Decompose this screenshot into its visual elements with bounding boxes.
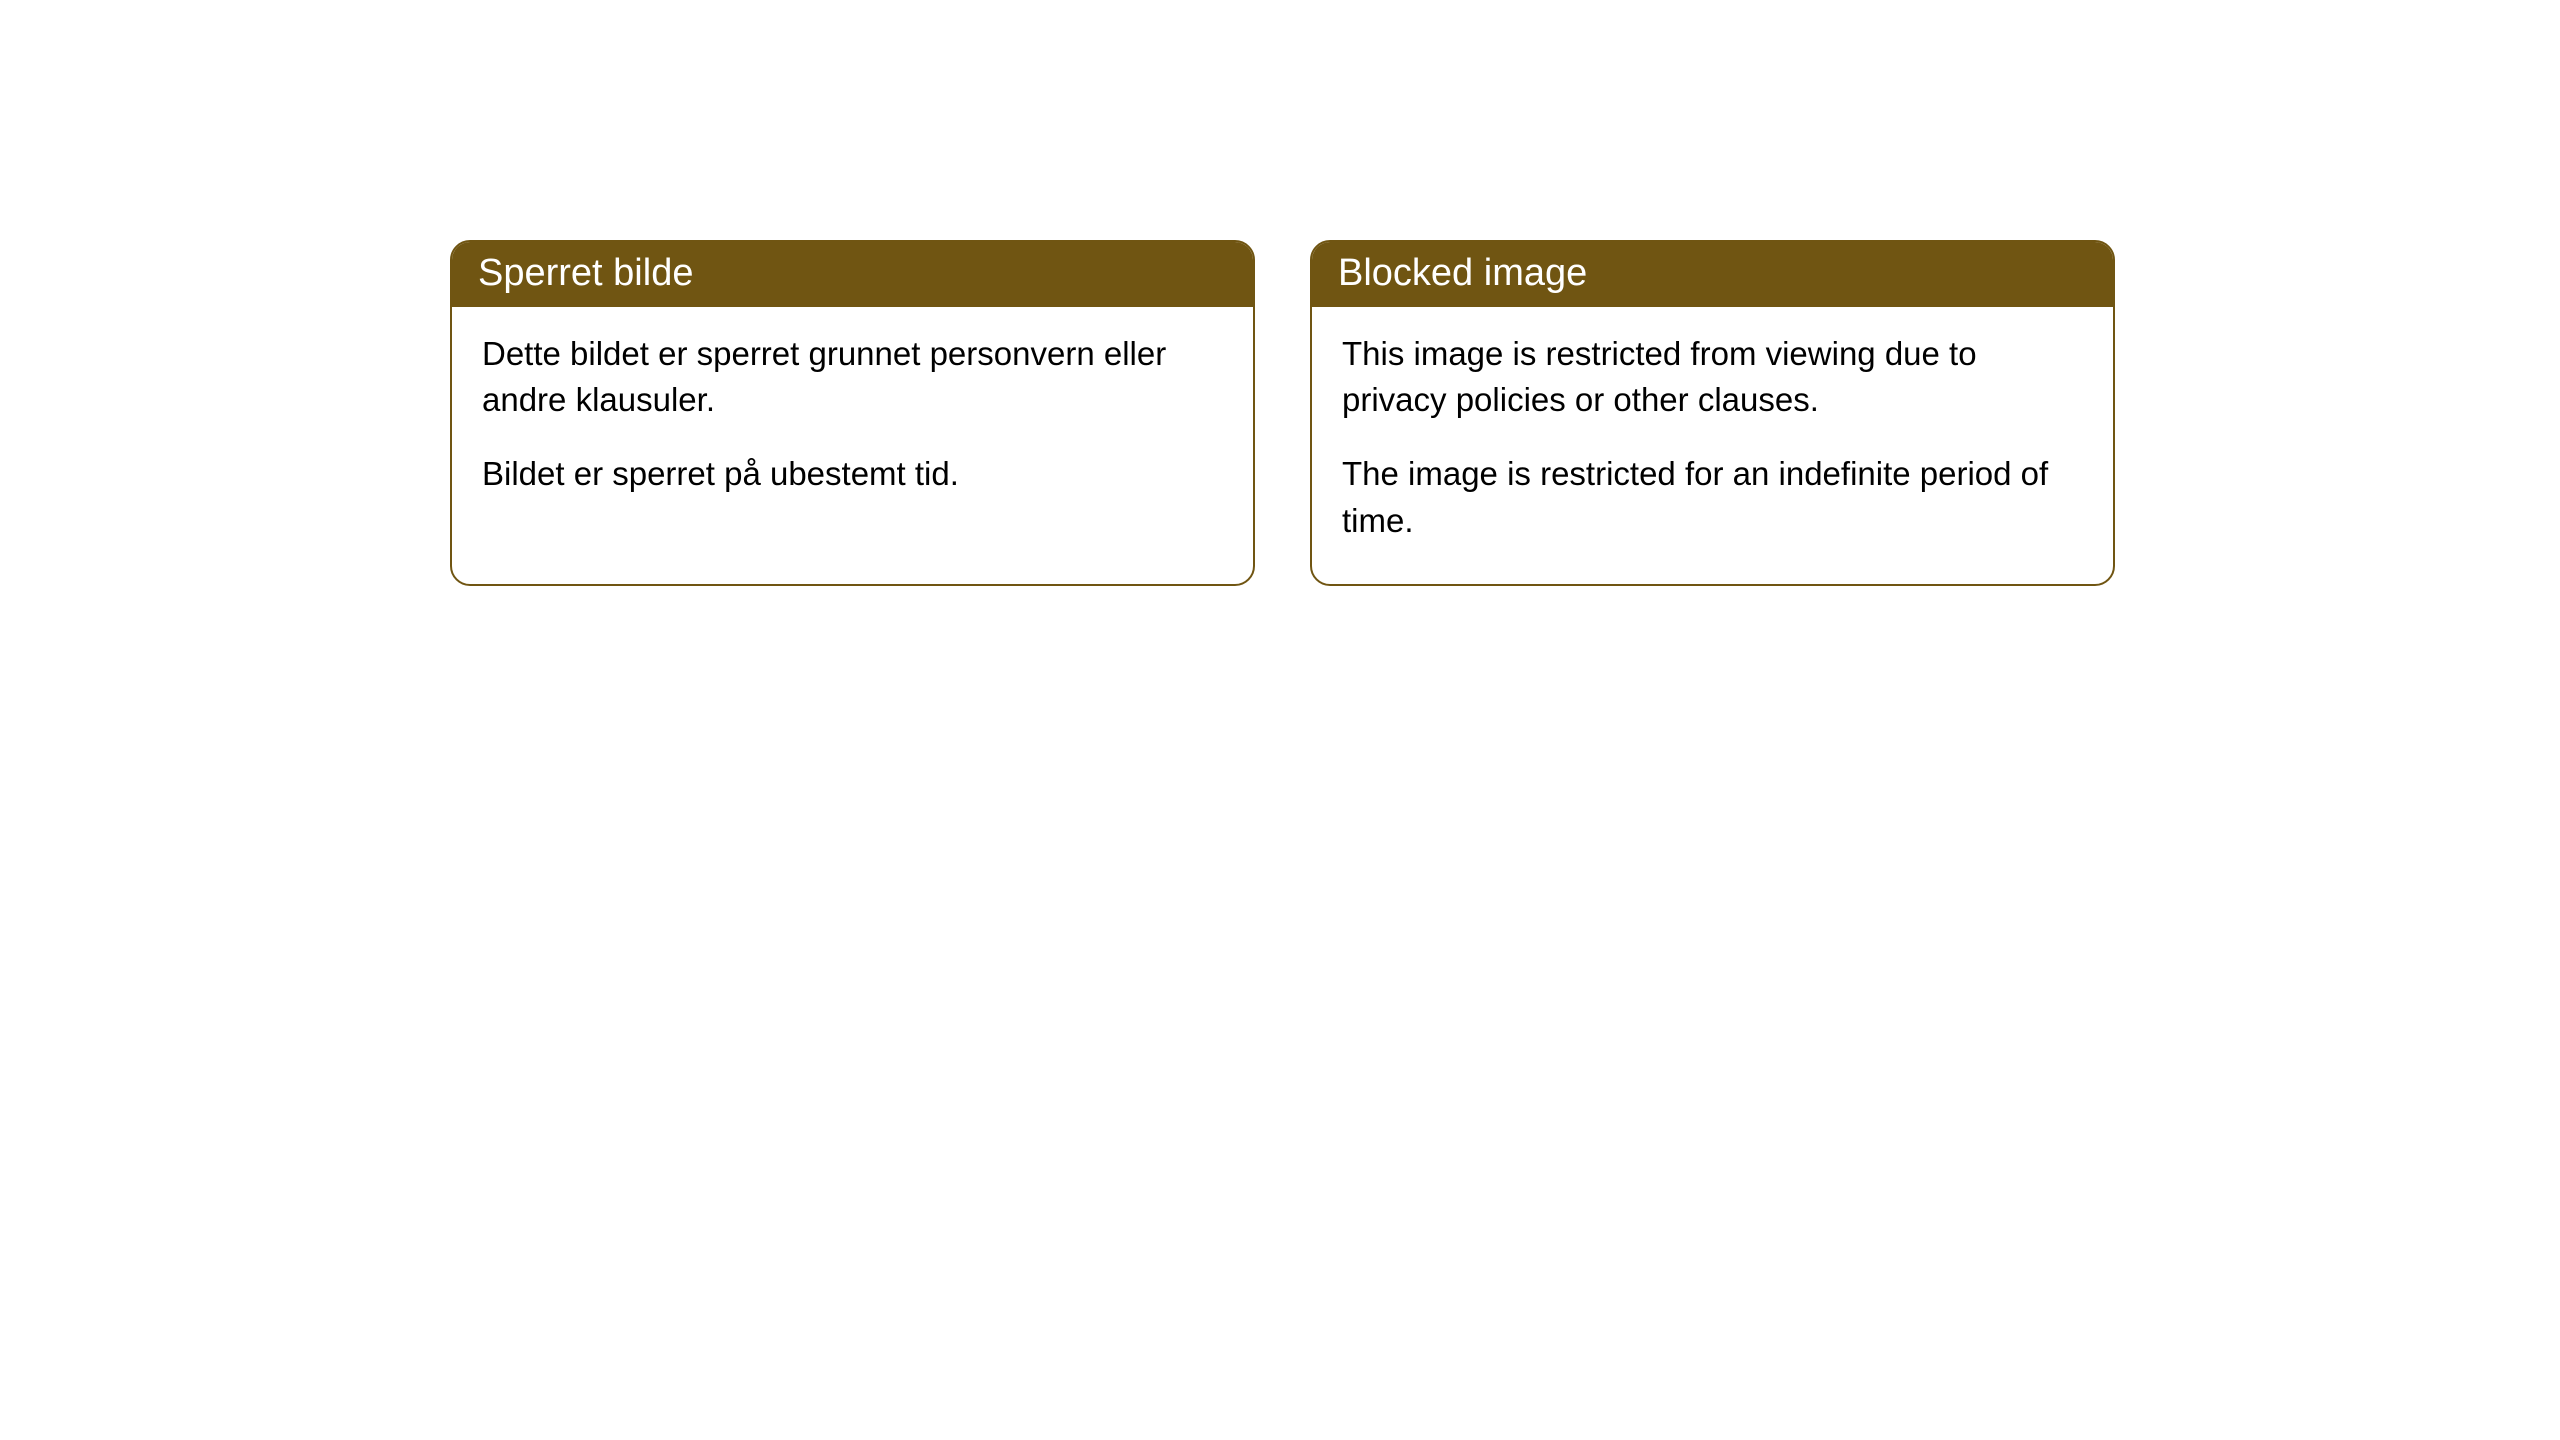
card-header: Sperret bilde [452, 242, 1253, 307]
card-paragraph: The image is restricted for an indefinit… [1342, 451, 2083, 543]
card-body: Dette bildet er sperret grunnet personve… [452, 307, 1253, 538]
card-header: Blocked image [1312, 242, 2113, 307]
card-title: Blocked image [1338, 252, 1587, 294]
card-paragraph: This image is restricted from viewing du… [1342, 331, 2083, 423]
cards-container: Sperret bilde Dette bildet er sperret gr… [450, 240, 2115, 586]
blocked-image-card-english: Blocked image This image is restricted f… [1310, 240, 2115, 586]
card-title: Sperret bilde [478, 252, 693, 294]
blocked-image-card-norwegian: Sperret bilde Dette bildet er sperret gr… [450, 240, 1255, 586]
card-paragraph: Bildet er sperret på ubestemt tid. [482, 451, 1223, 497]
card-paragraph: Dette bildet er sperret grunnet personve… [482, 331, 1223, 423]
card-body: This image is restricted from viewing du… [1312, 307, 2113, 584]
